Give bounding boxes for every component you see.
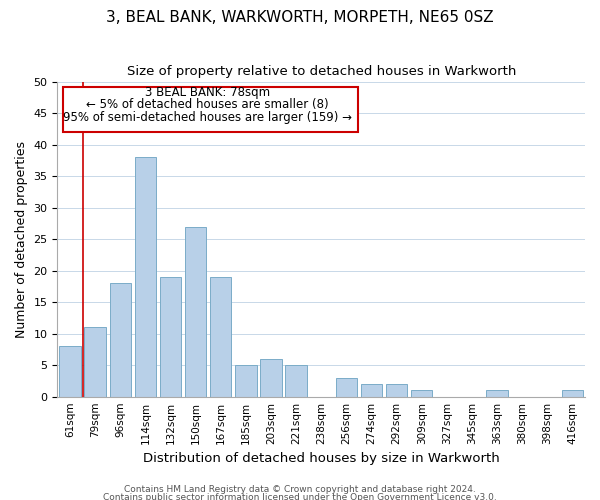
Text: Contains HM Land Registry data © Crown copyright and database right 2024.: Contains HM Land Registry data © Crown c… [124,484,476,494]
Bar [235,365,257,396]
Bar [260,359,281,397]
X-axis label: Distribution of detached houses by size in Warkworth: Distribution of detached houses by size … [143,452,500,465]
Bar [286,365,307,396]
Bar [487,390,508,396]
Text: Contains public sector information licensed under the Open Government Licence v3: Contains public sector information licen… [103,492,497,500]
Bar [335,378,357,396]
FancyBboxPatch shape [62,86,358,132]
Title: Size of property relative to detached houses in Warkworth: Size of property relative to detached ho… [127,65,516,78]
Bar [160,277,181,396]
Bar [85,328,106,396]
Bar [110,284,131,397]
Bar [210,277,232,396]
Bar [562,390,583,396]
Y-axis label: Number of detached properties: Number of detached properties [15,141,28,338]
Bar [411,390,433,396]
Text: 95% of semi-detached houses are larger (159) →: 95% of semi-detached houses are larger (… [63,110,352,124]
Text: 3, BEAL BANK, WARKWORTH, MORPETH, NE65 0SZ: 3, BEAL BANK, WARKWORTH, MORPETH, NE65 0… [106,10,494,25]
Bar [185,226,206,396]
Bar [59,346,80,397]
Text: 3 BEAL BANK: 78sqm: 3 BEAL BANK: 78sqm [145,86,271,100]
Bar [386,384,407,396]
Text: ← 5% of detached houses are smaller (8): ← 5% of detached houses are smaller (8) [86,98,329,112]
Bar [361,384,382,396]
Bar [134,158,156,396]
